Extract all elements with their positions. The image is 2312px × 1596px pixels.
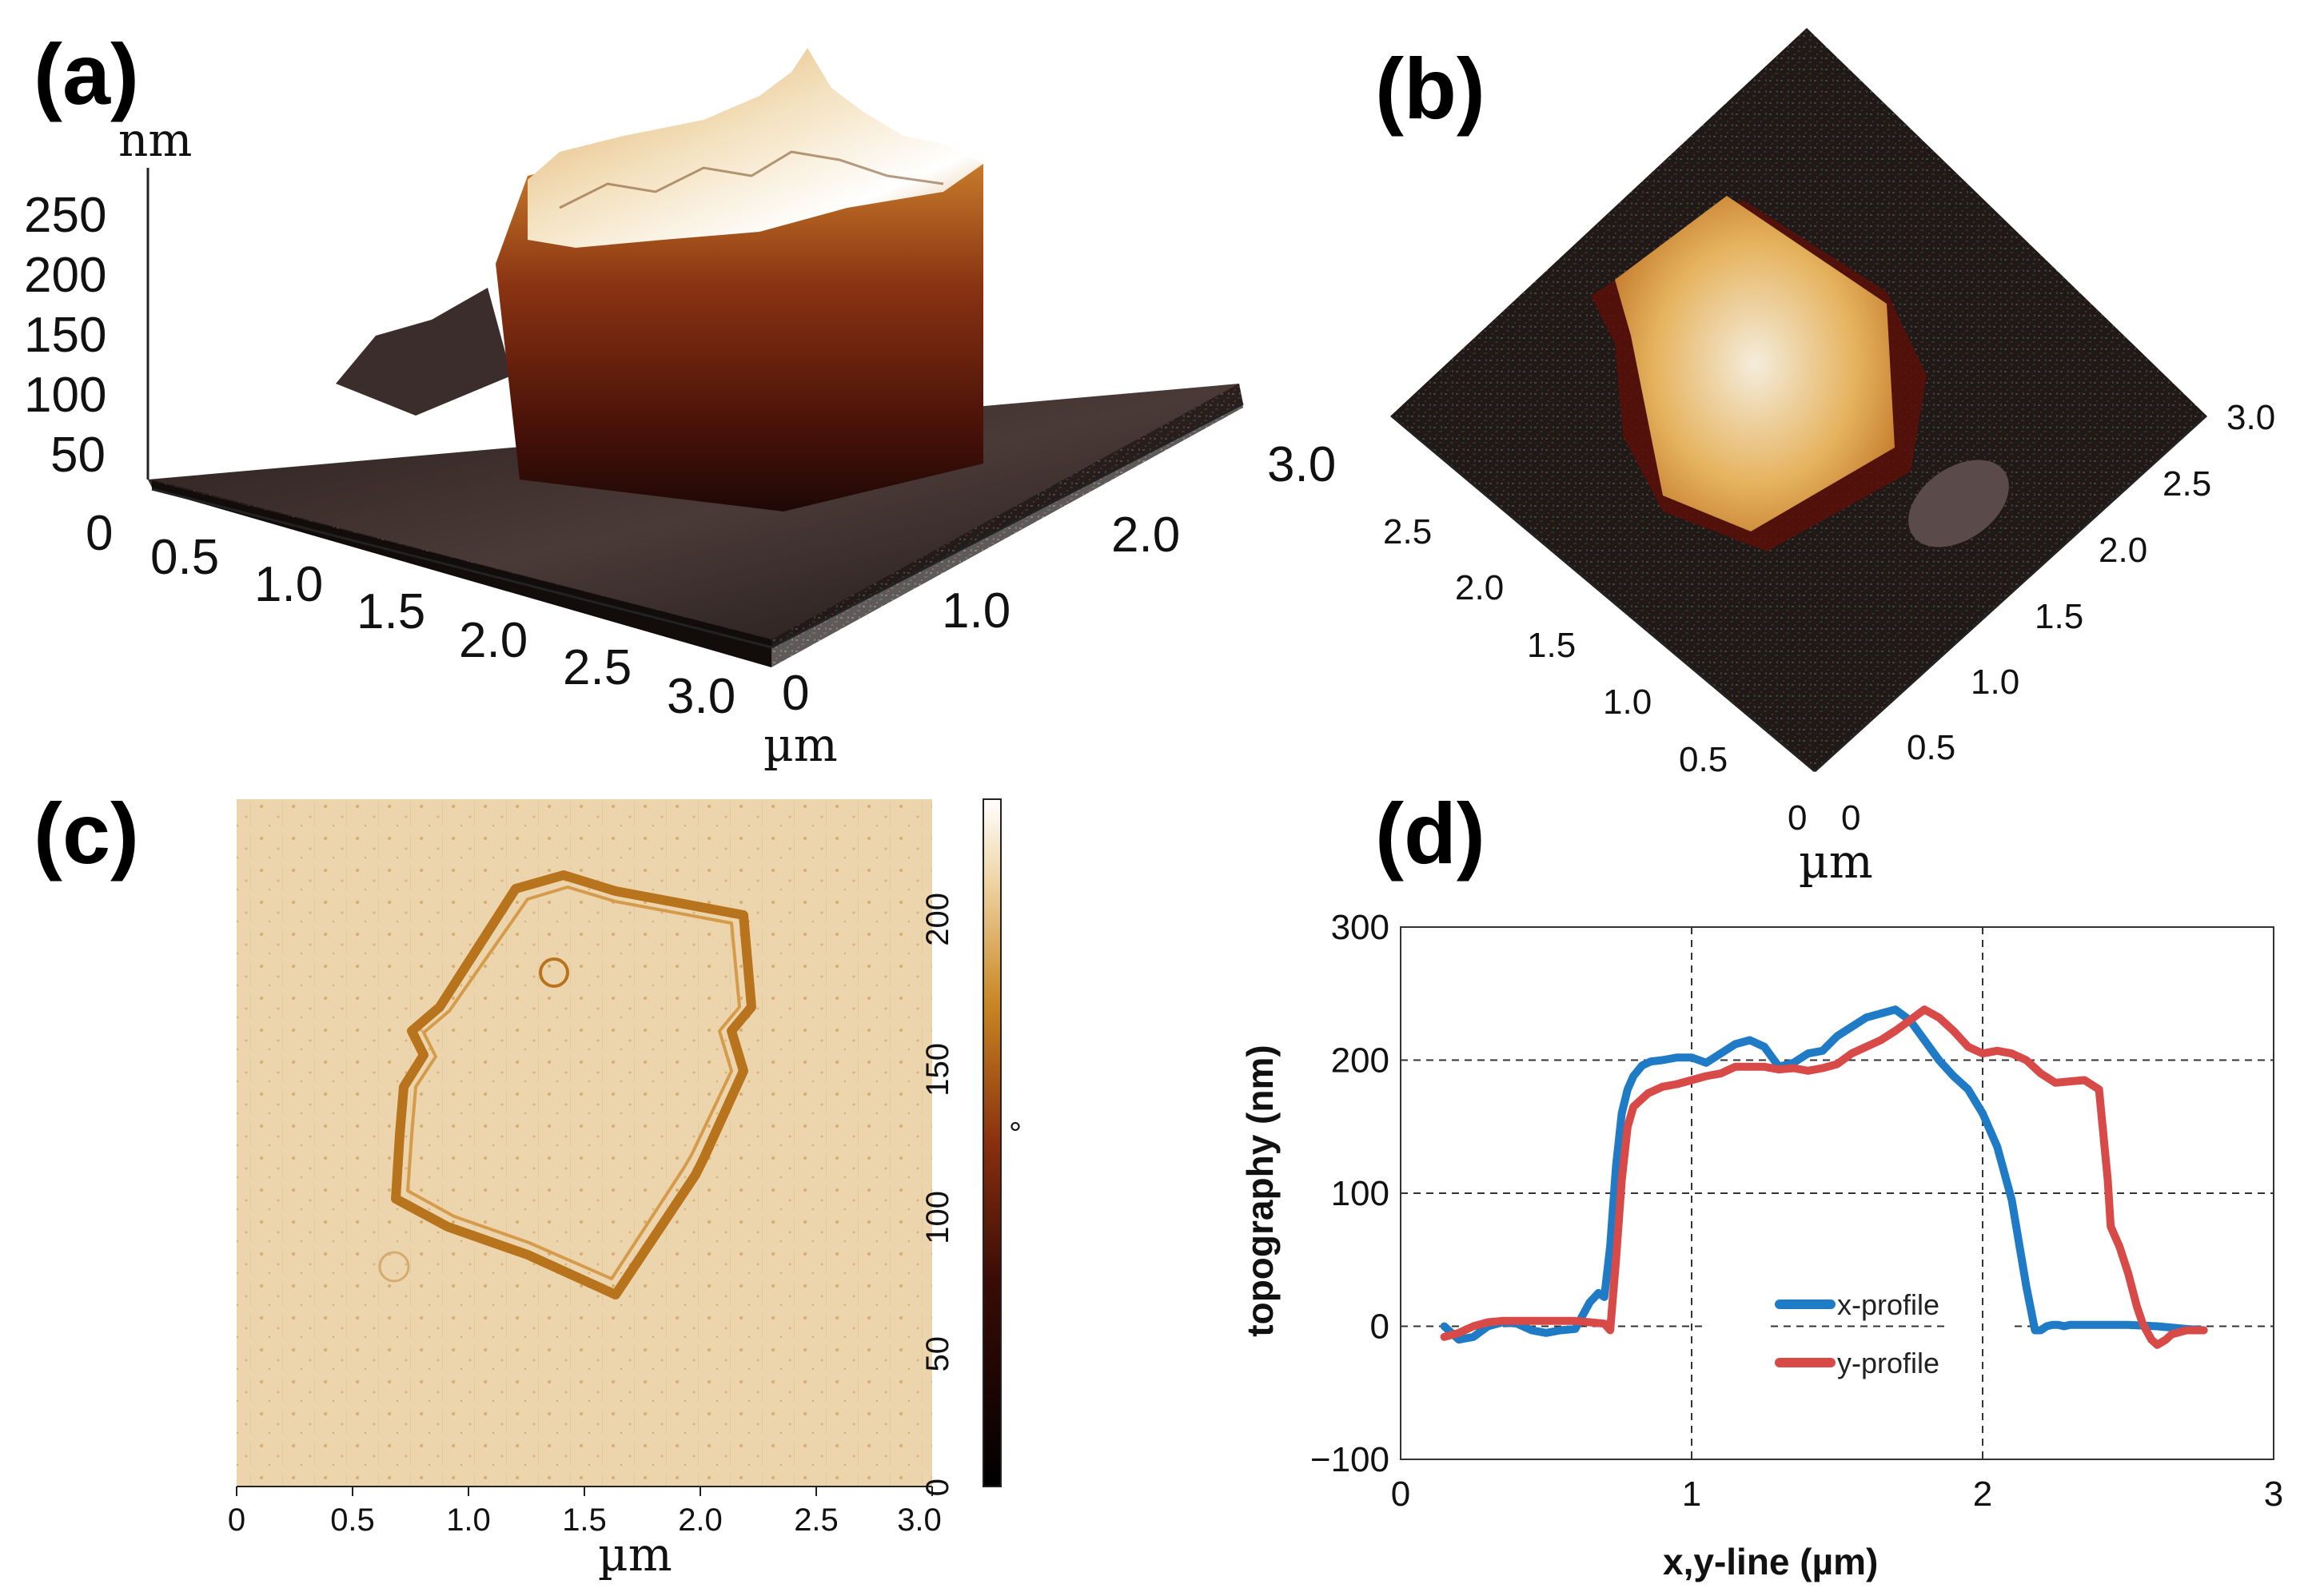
y-tick: 2.0 xyxy=(1111,507,1180,563)
c-x-tick: 3.0 xyxy=(897,1502,942,1538)
surface-feature xyxy=(539,957,569,988)
ridge-line xyxy=(559,150,944,209)
left-tick: 1.5 xyxy=(1527,626,1576,665)
panel-a-label: (a) xyxy=(34,26,139,122)
particle-top xyxy=(528,48,983,248)
panel-b-label: (b) xyxy=(1375,40,1485,137)
right-tick: 2.0 xyxy=(2099,531,2147,570)
series-line-y-profile xyxy=(1440,1005,2208,1349)
series-layer xyxy=(1440,1005,2208,1349)
x-tick: 1.5 xyxy=(357,584,425,639)
particle-outline xyxy=(391,870,756,1299)
colorbar-tick: 150 xyxy=(920,1043,955,1097)
c-x-label: µm xyxy=(598,1527,672,1582)
left-tick-labels: 2.5 2.0 1.5 1.0 0.5 0 xyxy=(1383,512,1807,838)
c-x-ticks xyxy=(236,1487,933,1496)
y-tick-label: 100 xyxy=(1331,1174,1389,1213)
panel-d: (d) 300 200 100 0 −100 0 1 2 3 x,y-line … xyxy=(1239,785,2283,1582)
x-tick-label: 0 xyxy=(1391,1475,1410,1514)
x-tick: 2.0 xyxy=(459,613,528,668)
x-tick: 1.0 xyxy=(254,557,323,612)
left-tick: 1.0 xyxy=(1603,683,1652,722)
c-x-tick: 0.5 xyxy=(330,1502,375,1538)
right-tick: 2.5 xyxy=(2163,464,2211,503)
b-unit: µm xyxy=(1799,834,1873,889)
z-tick: 0 xyxy=(86,506,113,561)
z-unit: nm xyxy=(118,113,192,167)
c-x-tick: 2.0 xyxy=(678,1502,723,1538)
z-tick: 250 xyxy=(24,188,106,243)
x-tick: 0.5 xyxy=(150,530,219,585)
colorbar xyxy=(983,798,1002,1487)
panel-b: (b) 2.5 2.0 1.5 1.0 0.5 0 0 0.5 1.0 1.5 … xyxy=(1375,28,2275,889)
colorbar-unit: ° xyxy=(1009,1116,1022,1152)
xy-unit: µm xyxy=(763,718,838,772)
z-tick-labels: 250 200 150 100 50 0 xyxy=(24,188,113,561)
left-tick: 2.5 xyxy=(1383,512,1432,551)
left-axis xyxy=(1390,414,1816,773)
right-axis xyxy=(1813,414,2208,773)
right-tick: 3.0 xyxy=(2226,398,2275,437)
y-axis xyxy=(771,402,1244,649)
z-tick: 100 xyxy=(24,368,106,423)
colorbar-tick: 50 xyxy=(920,1336,955,1372)
x-tick-labels: 0.5 1.0 1.5 2.0 2.5 3.0 xyxy=(150,530,735,724)
x-tick-label: 1 xyxy=(1682,1475,1701,1514)
left-tick: 0 xyxy=(1788,798,1807,838)
y-tick-labels: 300 200 100 0 −100 xyxy=(1310,908,1389,1479)
surface-feature xyxy=(378,1251,410,1283)
panel-d-label: (d) xyxy=(1375,785,1485,882)
y-tick: 0 xyxy=(782,666,809,721)
legend-label-x: x-profile xyxy=(1837,1288,1939,1321)
panel-c: (c) 0 0.5 1.0 1.5 2.0 2.5 3.0 µm 2 xyxy=(34,785,1022,1582)
left-tick: 0.5 xyxy=(1679,740,1728,779)
right-tick: 0 xyxy=(1841,798,1860,838)
right-tick: 0.5 xyxy=(1907,728,1955,767)
panel-c-label: (c) xyxy=(34,785,139,882)
z-tick: 50 xyxy=(50,428,106,483)
colorbar-tick: 200 xyxy=(920,893,955,946)
x-tick: 3.0 xyxy=(667,669,735,724)
left-tick: 2.0 xyxy=(1455,568,1504,607)
y-tick: 3.0 xyxy=(1267,437,1336,492)
z-tick: 200 xyxy=(24,248,106,303)
y-tick-label: −100 xyxy=(1310,1440,1389,1479)
phase-image xyxy=(237,799,932,1487)
particle-top-view xyxy=(1615,196,1895,531)
y-tick-label: 0 xyxy=(1370,1307,1389,1347)
c-x-tick: 1.5 xyxy=(562,1502,607,1538)
right-tick: 1.0 xyxy=(1971,663,2019,702)
y-tick-labels: 0 1.0 2.0 3.0 xyxy=(782,437,1336,721)
debris-particle xyxy=(1908,460,2009,547)
x-tick-label: 2 xyxy=(1973,1475,1992,1514)
c-x-tick: 2.5 xyxy=(794,1502,839,1538)
floor-texture xyxy=(152,384,1243,667)
legend-label-y: y-profile xyxy=(1837,1347,1939,1379)
x-axis xyxy=(151,488,772,649)
colorbar-ticks: 200 150 100 50 0 xyxy=(920,893,955,1496)
c-x-tick: 0 xyxy=(228,1502,245,1538)
colorbar-tick: 0 xyxy=(920,1479,955,1496)
series-line-x-profile xyxy=(1440,1005,2208,1344)
particle-wall xyxy=(496,164,983,511)
x-tick-label: 3 xyxy=(2264,1475,2283,1514)
z-tick: 150 xyxy=(24,308,106,363)
y-tick-label: 200 xyxy=(1331,1041,1389,1081)
y-axis-title: topography (nm) xyxy=(1239,1045,1281,1336)
x-axis-title: x,y-line (µm) xyxy=(1663,1541,1878,1582)
surface-bumps xyxy=(336,288,512,416)
right-tick: 1.5 xyxy=(2035,597,2083,636)
c-x-tick-labels: 0 0.5 1.0 1.5 2.0 2.5 3.0 xyxy=(228,1502,942,1538)
panel-a: (a) nm 250 200 150 100 50 0 0.5 1.0 1.5 … xyxy=(24,26,1336,772)
x-tick: 2.5 xyxy=(563,640,632,695)
c-x-tick: 1.0 xyxy=(446,1502,491,1538)
y-tick: 1.0 xyxy=(942,583,1011,639)
y-tick-label: 300 xyxy=(1331,908,1389,947)
colorbar-tick: 100 xyxy=(920,1191,955,1244)
x-tick-labels: 0 1 2 3 xyxy=(1391,1475,2283,1514)
right-tick-labels: 0 0.5 1.0 1.5 2.0 2.5 3.0 xyxy=(1841,398,2275,838)
legend: x-profile y-profile xyxy=(1775,1288,1939,1379)
